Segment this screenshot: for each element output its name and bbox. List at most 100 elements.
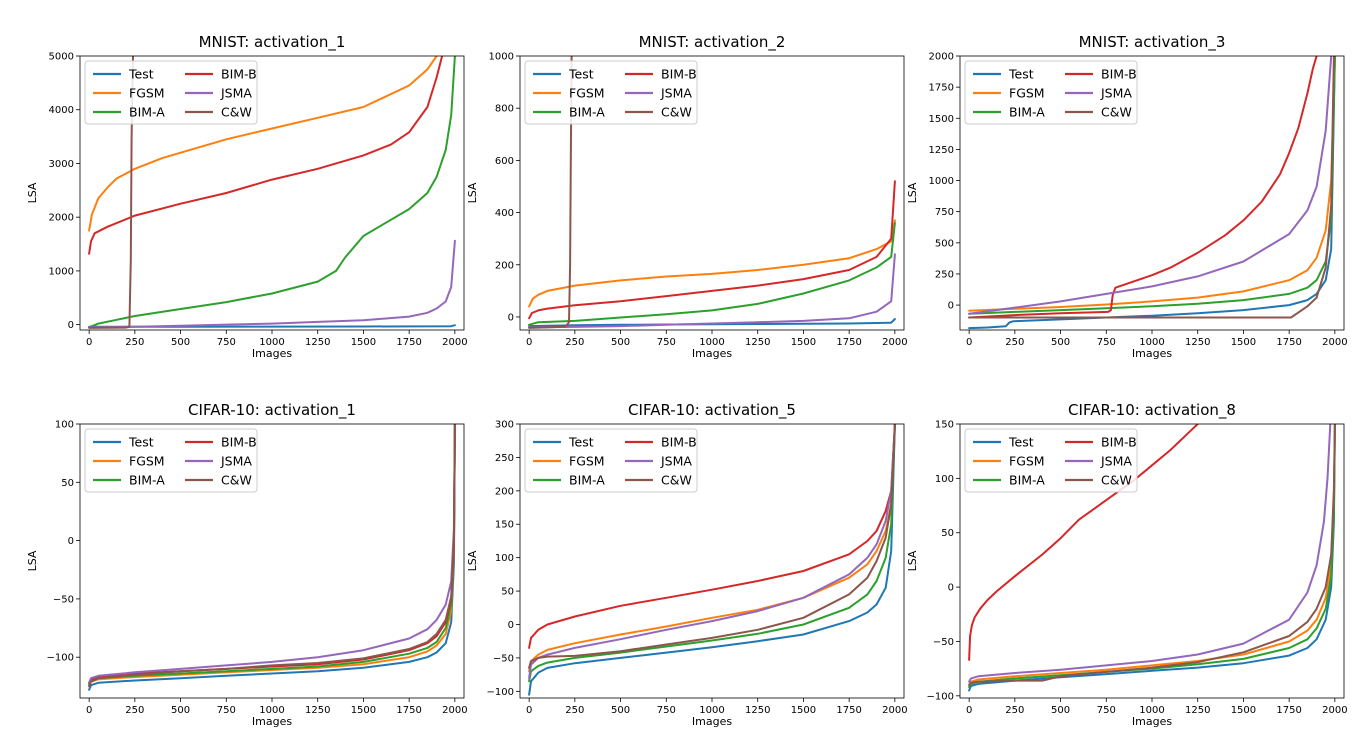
x-tick-label: 0 (86, 705, 92, 716)
y-axis-label: LSA (466, 550, 479, 571)
x-tick-label: 1000 (1139, 705, 1164, 716)
series-line-bim-b (968, 56, 1318, 319)
x-tick-label: 1000 (699, 337, 724, 348)
legend-label-fgsm: FGSM (569, 454, 605, 469)
y-tick-label: 0 (508, 312, 514, 323)
legend-label-fgsm: FGSM (1009, 86, 1045, 101)
chart-title: CIFAR-10: activation_5 (628, 401, 796, 420)
legend-label-candw: C&W (1101, 105, 1132, 120)
x-tick-label: 2000 (1322, 337, 1347, 348)
legend-label-test: Test (128, 435, 154, 450)
chart-title: MNIST: activation_3 (1079, 33, 1226, 52)
x-tick-label: 750 (1097, 337, 1116, 348)
y-axis-label: LSA (26, 182, 39, 203)
x-tick-label: 1500 (791, 705, 816, 716)
legend-label-candw: C&W (221, 473, 252, 488)
series-line-bim-b (528, 424, 896, 649)
x-tick-label: 250 (565, 705, 584, 716)
y-tick-label: 300 (495, 420, 514, 431)
series-line-test (528, 424, 896, 696)
legend: Test FGSM BIM-A BIM-B JSMA C&W (84, 428, 258, 493)
y-tick-label: 2000 (49, 213, 74, 224)
series-line-jsma (528, 253, 896, 329)
y-tick-label: −100 (927, 691, 954, 702)
series-line-bim-b (528, 180, 896, 320)
y-tick-label: −50 (53, 594, 74, 605)
legend-label-bim-a: BIM-A (1009, 105, 1045, 120)
y-axis-label: LSA (906, 182, 919, 203)
x-tick-label: 250 (565, 337, 584, 348)
y-tick-label: 200 (495, 260, 514, 271)
series-line-bim-b (88, 56, 444, 255)
legend-label-jsma: JSMA (660, 86, 692, 101)
x-tick-label: 2000 (1322, 705, 1347, 716)
legend-label-jsma: JSMA (660, 454, 692, 469)
series-line-fgsm (528, 424, 896, 673)
y-tick-label: 500 (935, 238, 954, 249)
x-tick-label: 2000 (442, 337, 467, 348)
legend-box (84, 60, 258, 125)
y-tick-label: 750 (935, 207, 954, 218)
series-line-test (88, 424, 456, 691)
series-line-candw (528, 56, 573, 329)
chart-title: MNIST: activation_2 (639, 33, 786, 52)
x-tick-label: 500 (171, 337, 190, 348)
legend-label-bim-a: BIM-A (129, 473, 165, 488)
y-tick-label: −100 (487, 687, 514, 698)
x-tick-label: 500 (611, 337, 630, 348)
x-tick-label: 0 (966, 705, 972, 716)
x-tick-label: 2000 (882, 337, 907, 348)
y-tick-label: 600 (495, 156, 514, 167)
legend: Test FGSM BIM-A BIM-B JSMA C&W (964, 428, 1138, 493)
y-tick-label: 50 (61, 478, 74, 489)
y-tick-label: 200 (495, 486, 514, 497)
x-tick-label: 1500 (351, 337, 376, 348)
legend-label-candw: C&W (661, 105, 692, 120)
y-tick-label: −50 (493, 653, 514, 664)
legend-label-test: Test (128, 67, 154, 82)
x-tick-label: 1500 (791, 337, 816, 348)
legend: Test FGSM BIM-A BIM-B JSMA C&W (524, 428, 698, 493)
series-line-jsma (88, 424, 456, 684)
series-line-fgsm (968, 56, 1336, 312)
series-line-bim-a (528, 424, 896, 683)
x-tick-label: 1000 (259, 337, 284, 348)
y-tick-label: 250 (935, 269, 954, 280)
series-line-bim-a (968, 424, 1336, 689)
y-tick-label: 0 (948, 583, 954, 594)
series-line-candw (88, 56, 134, 329)
x-tick-label: 1000 (699, 705, 724, 716)
legend-label-bim-b: BIM-B (1101, 67, 1137, 82)
series-line-candw (88, 424, 456, 688)
series-line-candw (968, 424, 1336, 686)
x-tick-label: 250 (1005, 337, 1024, 348)
chart-title: CIFAR-10: activation_1 (188, 401, 356, 420)
x-tick-label: 250 (125, 705, 144, 716)
x-tick-label: 0 (966, 337, 972, 348)
x-tick-label: 1250 (1185, 337, 1210, 348)
y-tick-label: 0 (508, 620, 514, 631)
x-axis-label: Images (252, 347, 292, 360)
y-tick-label: 1250 (929, 145, 954, 156)
series-line-fgsm (88, 56, 438, 232)
y-tick-label: 1000 (929, 176, 954, 187)
subplot-5: 0 250 500 750 1000 1250 1500 1750 2000 −100 −50 0 50… (466, 401, 908, 728)
series-line-jsma (968, 56, 1333, 315)
x-tick-label: 1000 (259, 705, 284, 716)
legend-label-bim-b: BIM-B (221, 435, 257, 450)
x-tick-label: 1250 (745, 705, 770, 716)
legend-label-jsma: JSMA (1100, 86, 1132, 101)
legend-label-test: Test (568, 435, 594, 450)
y-tick-label: 150 (495, 520, 514, 531)
x-axis-label: Images (1132, 715, 1172, 728)
y-tick-label: 150 (935, 420, 954, 431)
y-tick-label: 4000 (49, 105, 74, 116)
x-tick-label: 500 (1051, 337, 1070, 348)
y-tick-label: 1750 (929, 83, 954, 94)
x-tick-label: 750 (657, 337, 676, 348)
legend-label-fgsm: FGSM (1009, 454, 1045, 469)
legend: Test FGSM BIM-A BIM-B JSMA C&W (84, 60, 258, 125)
legend-label-candw: C&W (221, 105, 252, 120)
x-tick-label: 500 (611, 705, 630, 716)
y-tick-label: −100 (47, 653, 74, 664)
